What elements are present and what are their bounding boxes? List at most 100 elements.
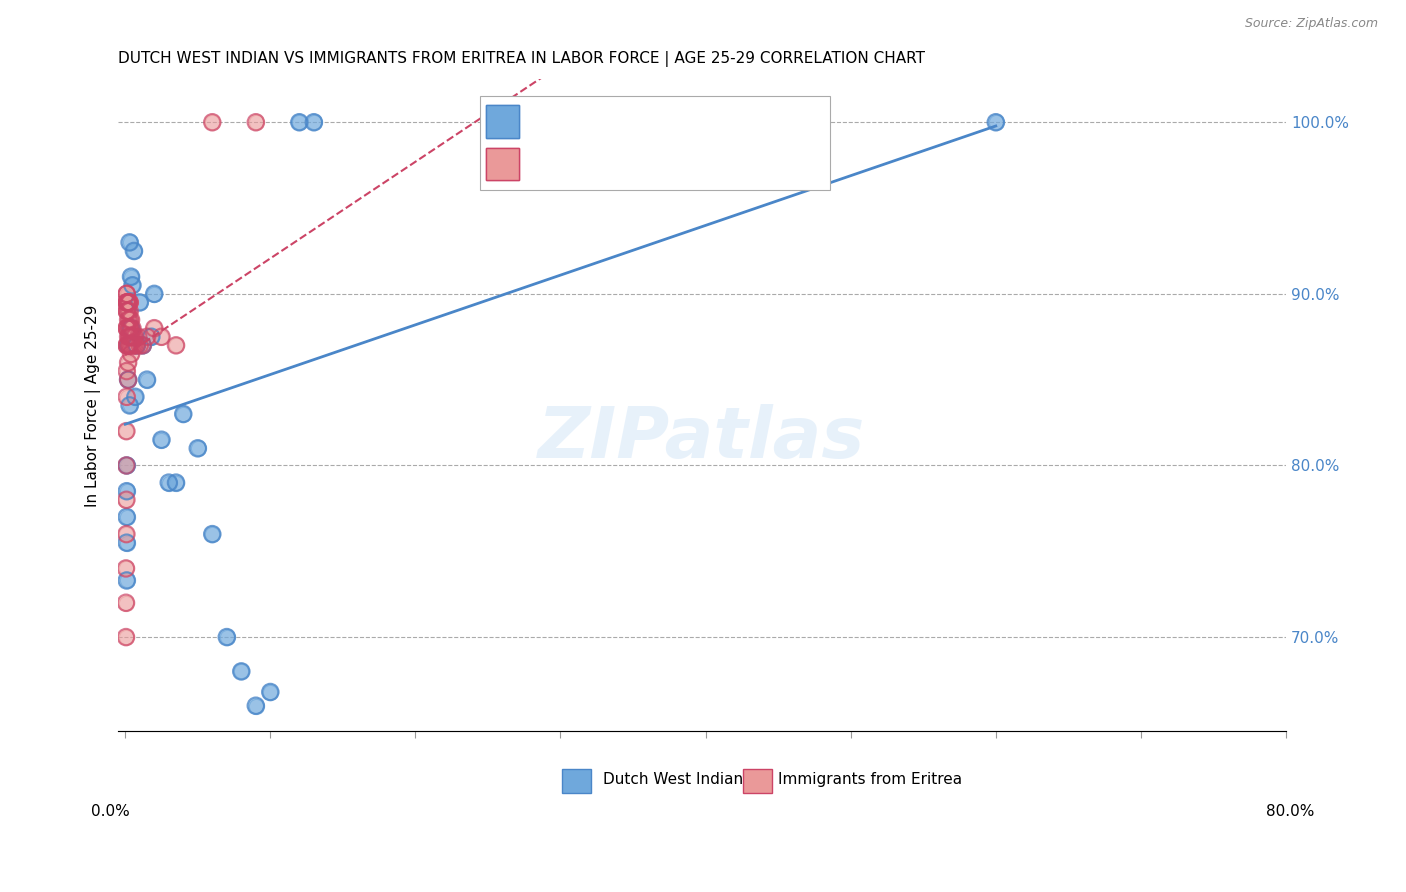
Point (117, 321, 139, 335)
Point (118, 295, 141, 310)
Point (115, 338, 138, 352)
Point (117, 295, 139, 310)
Point (117, 373, 139, 387)
Bar (479, 95, 831, 190)
Point (122, 338, 145, 352)
Point (115, 574, 138, 588)
Point (117, 373, 139, 387)
Point (143, 321, 166, 335)
Point (150, 330, 173, 344)
Point (117, 321, 139, 335)
Point (115, 535, 138, 549)
Point (118, 321, 141, 335)
Point (117, 304, 139, 318)
Point (124, 338, 146, 352)
Point (201, 115, 224, 129)
Point (121, 330, 143, 344)
Point (125, 338, 148, 352)
Point (115, 596, 138, 610)
Point (115, 286, 138, 301)
Point (288, 115, 311, 129)
Text: Dutch West Indians: Dutch West Indians (603, 772, 751, 787)
Point (120, 321, 142, 335)
Point (215, 630, 238, 644)
Point (115, 321, 138, 335)
Point (115, 458, 138, 473)
Point (165, 475, 187, 490)
Point (117, 295, 139, 310)
Point (143, 286, 166, 301)
Text: Source: ZipAtlas.com: Source: ZipAtlas.com (1244, 17, 1378, 29)
Point (118, 330, 141, 344)
Point (120, 338, 142, 352)
Point (201, 527, 224, 541)
Point (245, 698, 267, 713)
Point (118, 330, 141, 344)
Point (121, 278, 143, 293)
Point (120, 330, 142, 344)
Point (125, 338, 148, 352)
Point (136, 373, 159, 387)
Bar (742, 769, 772, 793)
Point (118, 321, 141, 335)
Point (120, 269, 142, 284)
Text: Immigrants from Eritrea: Immigrants from Eritrea (778, 772, 962, 787)
Point (984, 115, 1007, 129)
Point (118, 304, 141, 318)
Point (201, 115, 224, 129)
Point (115, 510, 138, 524)
Point (150, 330, 173, 344)
Point (136, 330, 159, 344)
Point (165, 338, 187, 352)
Point (215, 630, 238, 644)
Point (115, 286, 138, 301)
Point (122, 330, 145, 344)
Bar (562, 769, 591, 793)
Point (117, 295, 139, 310)
Point (120, 347, 142, 361)
Point (115, 527, 138, 541)
Bar (486, 105, 519, 138)
Text: R =  0.111   N = 63: R = 0.111 N = 63 (527, 160, 703, 178)
Point (124, 390, 146, 404)
Point (201, 527, 224, 541)
Point (231, 665, 253, 679)
Point (115, 338, 138, 352)
Point (131, 338, 153, 352)
Point (120, 321, 142, 335)
Point (118, 312, 141, 326)
Point (117, 312, 139, 326)
Point (125, 338, 148, 352)
Point (150, 433, 173, 447)
Point (115, 630, 138, 644)
Point (115, 535, 138, 549)
Point (578, 115, 600, 129)
Point (120, 347, 142, 361)
Point (118, 321, 141, 335)
Point (578, 115, 600, 129)
Point (121, 321, 143, 335)
Point (122, 244, 145, 258)
Point (172, 407, 194, 421)
Point (187, 442, 209, 456)
Text: ZIPatlas: ZIPatlas (538, 403, 866, 473)
Point (302, 115, 325, 129)
Point (143, 321, 166, 335)
Point (115, 338, 138, 352)
Point (118, 398, 141, 412)
Point (288, 115, 311, 129)
Point (115, 321, 138, 335)
Point (120, 321, 142, 335)
Point (115, 304, 138, 318)
Point (131, 338, 153, 352)
Point (150, 433, 173, 447)
Point (302, 115, 325, 129)
Point (117, 338, 139, 352)
Point (118, 330, 141, 344)
Point (115, 295, 138, 310)
Point (118, 338, 141, 352)
Point (117, 312, 139, 326)
Point (118, 304, 141, 318)
Y-axis label: In Labor Force | Age 25-29: In Labor Force | Age 25-29 (86, 304, 101, 507)
Point (165, 338, 187, 352)
